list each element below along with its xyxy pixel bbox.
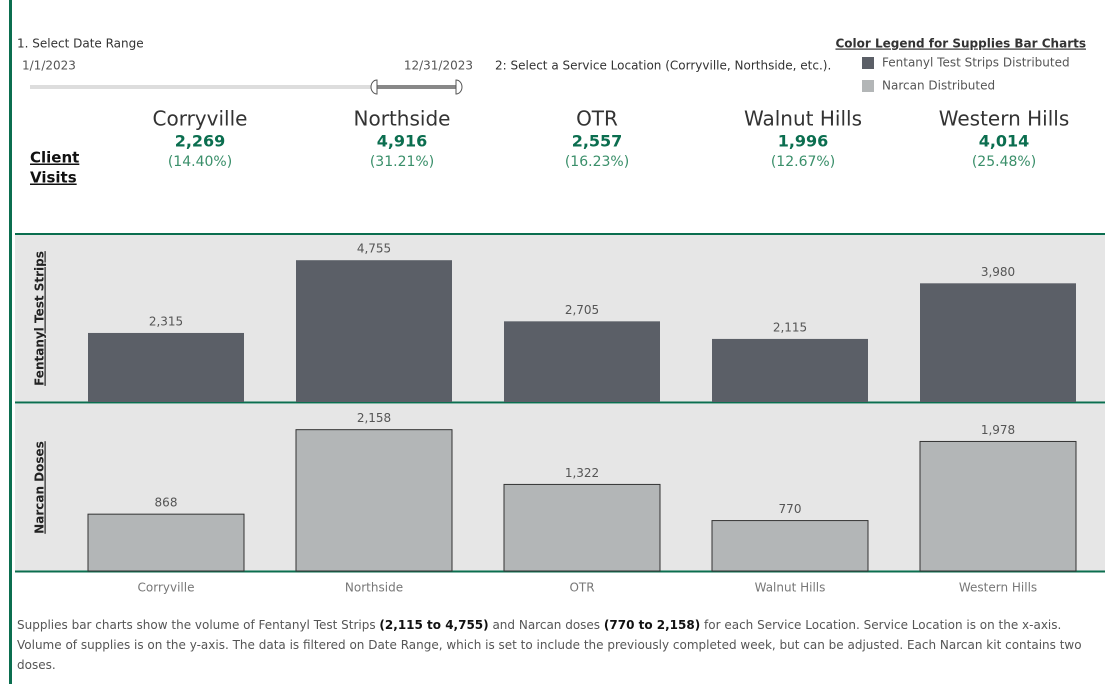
kpi-share: (12.67%) [771, 154, 835, 170]
legend-swatch [862, 80, 874, 92]
x-tick-label: Walnut Hills [755, 581, 826, 595]
kpi-name: Walnut Hills [744, 107, 862, 131]
x-tick-label: Northside [345, 581, 403, 595]
footer-text: (770 to 2,158) [603, 618, 701, 632]
bar [87, 513, 245, 572]
bar [919, 440, 1077, 572]
kpi-share: (25.48%) [972, 154, 1036, 170]
legend-swatch [862, 57, 874, 69]
kpi-share: (16.23%) [565, 154, 629, 170]
x-tick-label: Western Hills [959, 581, 1037, 595]
data-label: 1,322 [565, 466, 599, 480]
bar [920, 283, 1076, 402]
footer: Supplies bar charts show the volume of F… [17, 615, 1102, 675]
footer-text: for each Service Location. Service Locat… [17, 618, 1082, 672]
data-label: 868 [155, 496, 178, 510]
kpi-title: Client [30, 149, 79, 167]
kpi-value: 2,269 [175, 132, 226, 151]
data-label: 2,115 [773, 320, 807, 334]
footer-text: Supplies bar charts show the volume of F… [17, 618, 380, 632]
data-label: 770 [779, 502, 802, 516]
slider-handle[interactable] [455, 79, 463, 95]
kpi-value: 4,916 [377, 132, 428, 151]
data-label: 3,980 [981, 265, 1015, 279]
legend-label: Fentanyl Test Strips Distributed [882, 56, 1070, 70]
kpi-name: Northside [354, 107, 451, 131]
bar [295, 429, 453, 572]
data-label: 4,755 [357, 242, 391, 256]
slider-handle[interactable] [370, 79, 378, 95]
bar [503, 483, 661, 572]
legend-title: Color Legend for Supplies Bar Charts [835, 37, 1086, 51]
x-tick-label: OTR [569, 581, 594, 595]
left-border [9, 0, 12, 684]
location-title: 2: Select a Service Location (Corryville… [495, 59, 831, 73]
bar [712, 338, 868, 402]
legend-label: Narcan Distributed [882, 79, 995, 93]
kpi-name: Western Hills [939, 107, 1070, 131]
bar [88, 332, 244, 402]
footer-text: (2,115 to 4,755) [379, 618, 489, 632]
y-axis-label: Narcan Doses [33, 441, 47, 534]
date-title: 1. Select Date Range [17, 37, 144, 51]
bar [711, 520, 869, 572]
date-start: 1/1/2023 [22, 59, 76, 73]
date-end: 12/31/2023 [404, 59, 473, 73]
kpi-name: Corryville [153, 107, 248, 131]
bar [296, 260, 452, 402]
kpi-title: Visits [30, 169, 77, 187]
y-axis-label: Fentanyl Test Strips [33, 251, 47, 386]
data-label: 1,978 [981, 423, 1015, 437]
data-label: 2,158 [357, 411, 391, 425]
x-tick-label: Corryville [138, 581, 195, 595]
footer-text: and Narcan doses [488, 618, 604, 632]
kpi-share: (31.21%) [370, 154, 434, 170]
data-label: 2,705 [565, 303, 599, 317]
bar [504, 321, 660, 402]
kpi-value: 1,996 [778, 132, 829, 151]
kpi-name: OTR [576, 107, 618, 131]
kpi-share: (14.40%) [168, 154, 232, 170]
data-label: 2,315 [149, 314, 183, 328]
kpi-value: 2,557 [572, 132, 623, 151]
kpi-value: 4,014 [979, 132, 1030, 151]
